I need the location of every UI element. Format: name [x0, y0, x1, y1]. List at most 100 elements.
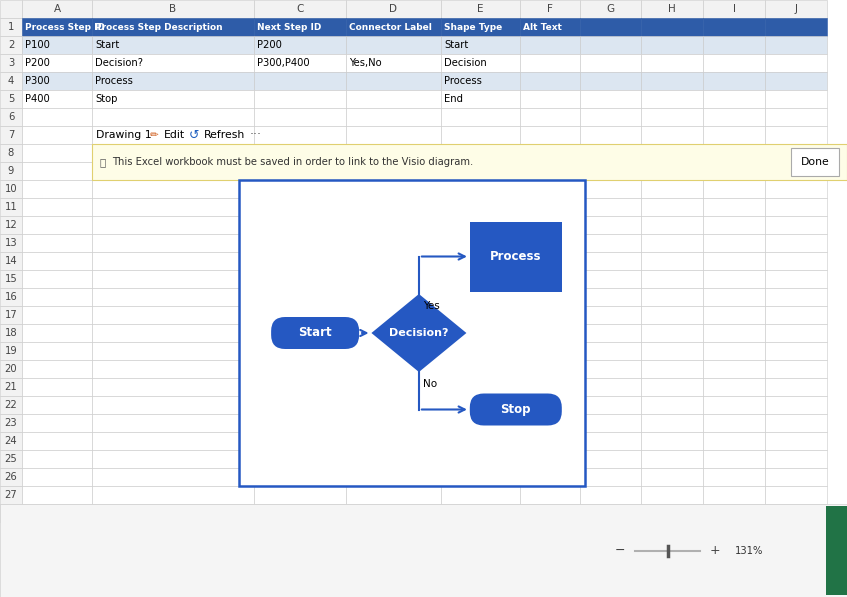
Text: Decision: Decision [444, 58, 487, 68]
Bar [441, 18, 520, 36]
Bar [441, 36, 520, 54]
Bar [441, 144, 520, 162]
Bar [580, 18, 641, 36]
Text: 2: 2 [8, 40, 14, 50]
Bar [520, 414, 580, 432]
Bar [520, 324, 580, 342]
Text: 22: 22 [4, 400, 18, 410]
Bar [92, 504, 254, 522]
Text: Edit: Edit [164, 130, 185, 140]
Bar [92, 234, 254, 252]
Bar [580, 72, 641, 90]
Bar [641, 450, 703, 468]
Bar [92, 468, 254, 486]
Text: Start: Start [444, 40, 468, 50]
Bar [441, 468, 520, 486]
Text: P300: P300 [25, 76, 50, 86]
Bar [520, 72, 580, 90]
Bar [254, 432, 346, 450]
Bar [520, 360, 580, 378]
Bar [0, 432, 22, 450]
Bar [0, 270, 22, 288]
Bar [0, 90, 22, 108]
Text: 17: 17 [4, 310, 18, 320]
Bar [346, 432, 441, 450]
Bar [703, 360, 765, 378]
Text: End: End [444, 94, 463, 104]
Text: 19: 19 [4, 346, 18, 356]
Bar [92, 342, 254, 360]
Bar [441, 396, 520, 414]
Text: Yes,No: Yes,No [349, 58, 382, 68]
Bar [580, 504, 641, 522]
Bar [765, 504, 827, 522]
Bar [22, 198, 92, 216]
Bar [520, 234, 580, 252]
Bar [826, 506, 847, 595]
Bar [254, 54, 346, 72]
Bar [641, 378, 703, 396]
Bar [470, 221, 562, 291]
Bar [765, 486, 827, 504]
Bar [346, 0, 441, 18]
Text: C: C [296, 4, 304, 14]
Bar [22, 144, 92, 162]
Bar [254, 414, 346, 432]
Bar [765, 468, 827, 486]
Bar [254, 126, 346, 144]
Bar [520, 270, 580, 288]
Bar [0, 450, 22, 468]
Bar [641, 324, 703, 342]
Bar [765, 54, 827, 72]
Bar [520, 0, 580, 18]
Bar [346, 342, 441, 360]
Bar [580, 198, 641, 216]
Bar [520, 108, 580, 126]
Bar [520, 18, 580, 36]
Text: A: A [53, 4, 61, 14]
FancyBboxPatch shape [271, 317, 359, 349]
Bar [0, 198, 22, 216]
Bar [580, 342, 641, 360]
Bar [254, 288, 346, 306]
Bar [254, 450, 346, 468]
Text: E: E [477, 4, 484, 14]
Bar [22, 378, 92, 396]
Text: Decision?: Decision? [389, 328, 449, 338]
Bar [346, 486, 441, 504]
Bar [92, 162, 254, 180]
Bar [765, 90, 827, 108]
Bar [641, 198, 703, 216]
Text: I: I [733, 4, 735, 14]
Text: P300,P400: P300,P400 [257, 58, 310, 68]
Text: B: B [169, 4, 176, 14]
Bar [765, 450, 827, 468]
Bar [703, 504, 765, 522]
Bar [580, 378, 641, 396]
Bar [580, 270, 641, 288]
Text: F: F [547, 4, 553, 14]
Bar [641, 270, 703, 288]
Bar [703, 144, 765, 162]
Text: Stop: Stop [95, 94, 118, 104]
Bar [254, 108, 346, 126]
Bar [254, 72, 346, 90]
Bar [0, 126, 22, 144]
Bar [346, 216, 441, 234]
Text: 11: 11 [4, 202, 18, 212]
Bar [92, 216, 254, 234]
Bar [520, 342, 580, 360]
Bar [765, 0, 827, 18]
Bar [441, 342, 520, 360]
Bar [641, 18, 703, 36]
Bar [765, 252, 827, 270]
Bar [254, 378, 346, 396]
Bar [346, 198, 441, 216]
Text: ···: ··· [250, 128, 262, 141]
Text: 4: 4 [8, 76, 14, 86]
Bar [520, 216, 580, 234]
Bar [346, 396, 441, 414]
Bar [765, 198, 827, 216]
Bar [22, 306, 92, 324]
Bar [641, 288, 703, 306]
